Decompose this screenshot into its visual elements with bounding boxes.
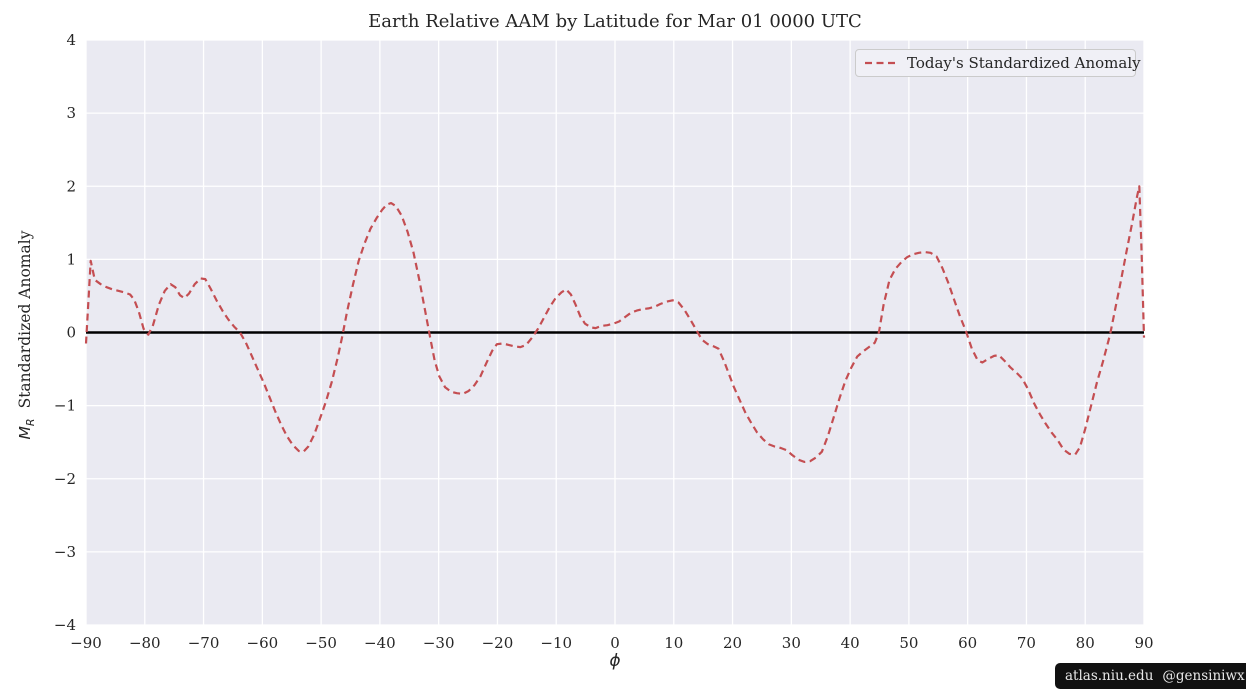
x-tick-label: −70 (188, 634, 220, 652)
x-tick-label: −80 (129, 634, 161, 652)
y-axis-math-symbol: MR (16, 418, 38, 440)
x-tick-label: 10 (664, 634, 683, 652)
x-tick-label: 80 (1076, 634, 1095, 652)
y-axis-label: MR Standardized Anomaly (16, 190, 40, 480)
y-tick-label: −1 (54, 397, 76, 415)
x-tick-label: −30 (423, 634, 455, 652)
watermark-handle: @gensiniwx (1162, 668, 1245, 684)
y-tick-label: −3 (54, 543, 76, 561)
x-tick-label: −90 (70, 634, 102, 652)
x-tick-label: 20 (723, 634, 742, 652)
chart-title: Earth Relative AAM by Latitude for Mar 0… (368, 11, 862, 32)
legend: Today's Standardized Anomaly (855, 49, 1141, 77)
legend-label: Today's Standardized Anomaly (907, 54, 1141, 72)
x-tick-label: −50 (305, 634, 337, 652)
y-tick-label: 0 (66, 324, 76, 342)
legend-dashed-line-sample (865, 61, 897, 65)
x-tick-label: 0 (610, 634, 620, 652)
x-tick-label: 30 (782, 634, 801, 652)
x-tick-label: 70 (1017, 634, 1036, 652)
y-tick-label: 4 (66, 31, 76, 49)
x-tick-label: −40 (364, 634, 396, 652)
y-tick-label: 2 (66, 177, 76, 195)
x-tick-label: 90 (1134, 634, 1153, 652)
y-axis-label-text: Standardized Anomaly (16, 230, 34, 409)
x-tick-label: 60 (958, 634, 977, 652)
watermark-badge: atlas.niu.edu @gensiniwx (1055, 663, 1246, 689)
x-tick-label: −60 (247, 634, 279, 652)
y-tick-label: 1 (66, 250, 76, 268)
watermark-site: atlas.niu.edu (1065, 668, 1154, 684)
y-tick-label: −4 (54, 616, 76, 634)
x-tick-label: 50 (899, 634, 918, 652)
x-tick-label: −10 (540, 634, 572, 652)
y-tick-label: 3 (66, 104, 76, 122)
x-axis-label: ϕ (609, 651, 621, 671)
anomaly-line (84, 185, 1146, 463)
y-tick-label: −2 (54, 470, 76, 488)
x-tick-label: 40 (841, 634, 860, 652)
x-tick-label: −20 (482, 634, 514, 652)
